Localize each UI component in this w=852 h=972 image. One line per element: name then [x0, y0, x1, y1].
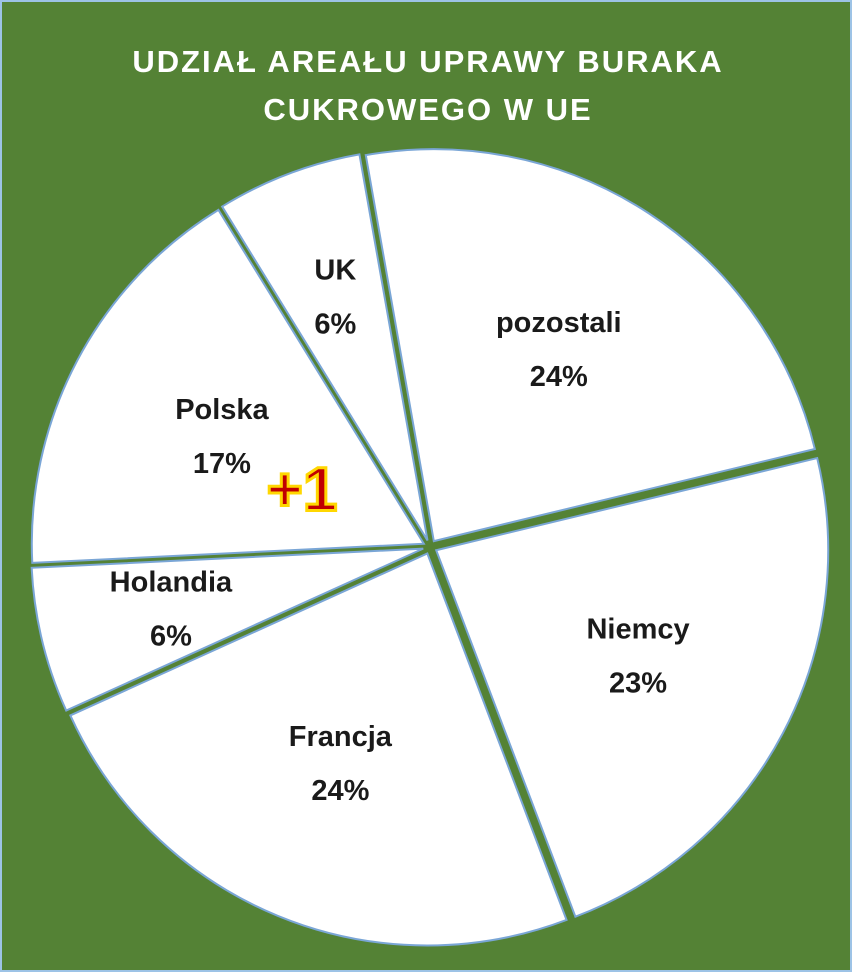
- pie-slice: [69, 552, 568, 947]
- slice-label: pozostali: [496, 307, 622, 339]
- pie-slice: [434, 456, 830, 919]
- pie-slice: [364, 148, 817, 543]
- slice-value-label: 17%: [193, 448, 251, 480]
- slice-value-label: 24%: [311, 775, 369, 807]
- pie-slice: [30, 208, 426, 564]
- slice-label: Niemcy: [586, 613, 689, 645]
- pie-slice: [30, 547, 424, 712]
- annotation: +1: [267, 455, 338, 524]
- slice-label: Holandia: [110, 566, 233, 598]
- pie-slice: [220, 153, 429, 541]
- slice-label: Polska: [175, 394, 269, 426]
- slice-label: Francja: [289, 721, 393, 753]
- slice-value-label: 23%: [609, 667, 667, 699]
- chart-title: UDZIAŁ AREAŁU UPRAWY BURAKA CUKROWEGO W …: [132, 44, 724, 127]
- slice-value-label: 6%: [150, 620, 192, 652]
- slice-value-label: 24%: [530, 361, 588, 393]
- slice-value-label: 6%: [314, 308, 356, 340]
- slice-label: UK: [314, 254, 356, 286]
